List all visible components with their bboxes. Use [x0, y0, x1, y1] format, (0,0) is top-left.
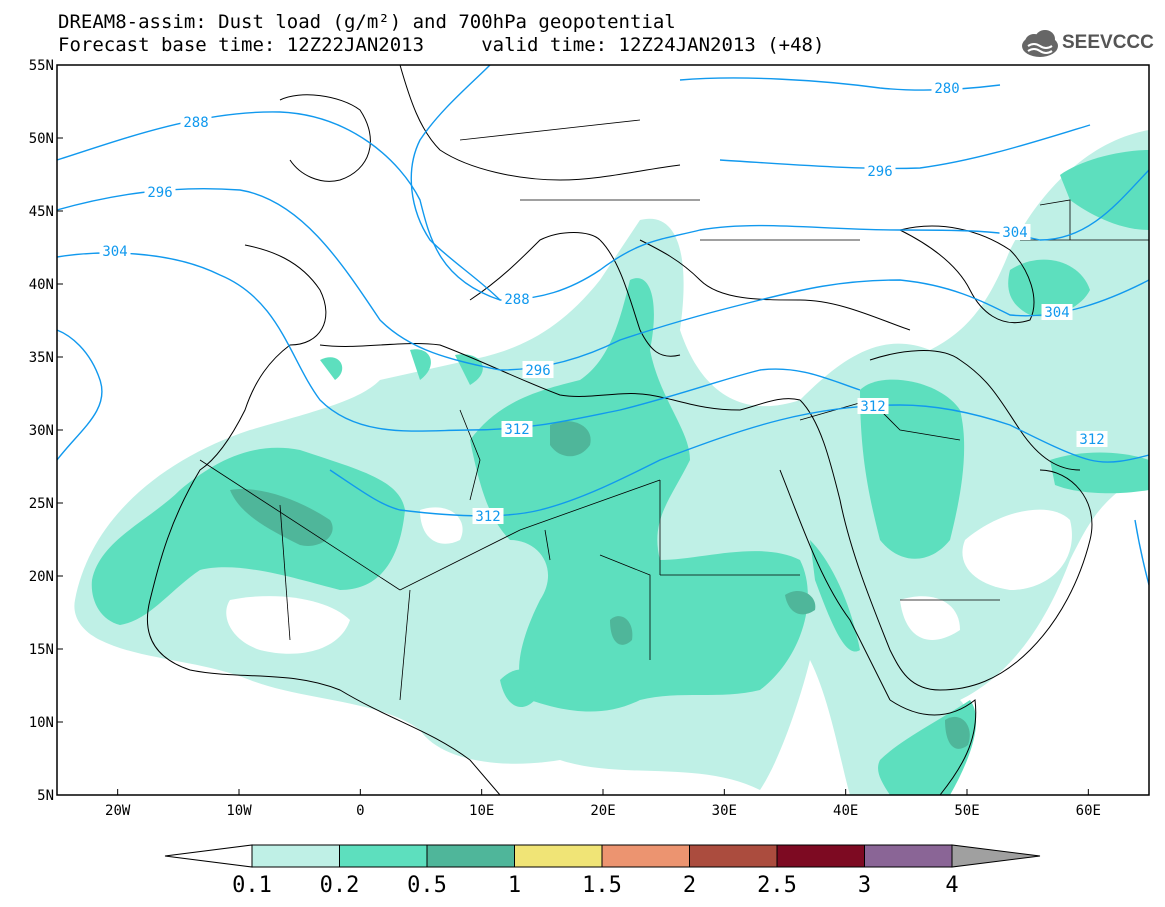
lon-label: 40E: [833, 803, 858, 819]
lon-label: 10E: [469, 803, 494, 819]
lat-label: 20N: [29, 569, 54, 585]
lat-label: 15N: [29, 642, 54, 658]
lat-label: 10N: [29, 715, 54, 731]
colorbar-low-arrow: [164, 844, 253, 868]
contour-label: 312: [860, 399, 885, 415]
contour-label: 296: [867, 164, 892, 180]
contour-label: 304: [102, 244, 127, 260]
colorbar-box: [339, 844, 428, 868]
contour-label-bg: [999, 224, 1031, 240]
lon-label: 30E: [712, 803, 737, 819]
colorbar-tick-label: 4: [945, 873, 958, 898]
logo-text: SEEVCCC: [1062, 32, 1154, 53]
lat-label: 55N: [29, 58, 54, 74]
lon-label: 0: [356, 803, 364, 819]
contour-label-bg: [144, 184, 176, 200]
contour-label: 304: [1002, 225, 1027, 241]
contour-label-bg: [472, 508, 504, 524]
colorbar-box: [864, 844, 953, 868]
lon-label: 60E: [1076, 803, 1101, 819]
contour-label-bg: [501, 291, 533, 307]
colorbar-tick-label: 2: [683, 873, 696, 898]
contour-label-bg: [857, 398, 889, 414]
colorbar-tick-label: 0.1: [232, 873, 272, 898]
colorbar-tick-label: 3: [858, 873, 871, 898]
colorbar-tick-label: 0.2: [320, 873, 360, 898]
map-subtitle: Forecast base time: 12Z22JAN2013 valid t…: [58, 34, 825, 56]
colorbar-box: [776, 844, 865, 868]
lat-label: 45N: [29, 204, 54, 220]
dust-region-dark: [230, 421, 970, 749]
dust-region-mid: [91, 150, 1149, 795]
contour-label-bg: [522, 362, 554, 378]
country-borders: [199, 119, 1149, 701]
contour-label-bg: [1076, 431, 1108, 447]
lat-axis: 55N 50N 45N 40N 35N 30N 25N 20N 15N 10N 5N: [29, 58, 63, 804]
contour-label-bg: [99, 243, 131, 259]
colorbar-box: [514, 844, 603, 868]
contour-label-bg: [1041, 304, 1073, 320]
colorbar-tick-label: 0.5: [407, 873, 447, 898]
map-title: DREAM8-assim: Dust load (g/m²) and 700hP…: [58, 11, 676, 33]
contour-label-bg: [501, 421, 533, 437]
lat-label: 5N: [37, 788, 54, 804]
cloud-icon: [1022, 30, 1058, 57]
contour-label: 296: [147, 185, 172, 201]
colorbar-tick-label: 1: [508, 873, 521, 898]
lon-label: 20E: [590, 803, 615, 819]
colorbar-high-arrow: [951, 844, 1041, 868]
lon-label: 10W: [226, 803, 252, 819]
contour-label: 280: [934, 81, 959, 97]
contour-label-bg: [180, 114, 212, 130]
contour-label: 296: [525, 363, 550, 379]
colorbar-tick-label: 1.5: [582, 873, 622, 898]
lat-label: 35N: [29, 350, 54, 366]
colorbar-box: [251, 844, 340, 868]
contour-label: 304: [1044, 305, 1069, 321]
lon-label: 50E: [954, 803, 979, 819]
lat-label: 25N: [29, 496, 54, 512]
colorbar-box: [426, 844, 515, 868]
colorbar-tick-label: 2.5: [757, 873, 797, 898]
contour-label-bg: [931, 80, 963, 96]
lat-label: 30N: [29, 423, 54, 439]
lat-label: 50N: [29, 131, 54, 147]
contour-labels: 2802882963043123202963043122882963123043…: [99, 80, 1108, 525]
contour-label: 312: [475, 509, 500, 525]
lat-label: 40N: [29, 277, 54, 293]
contour-label: 312: [504, 422, 529, 438]
contour-label: 312: [1079, 432, 1104, 448]
colorbar-box: [601, 844, 690, 868]
colorbar-box: [689, 844, 778, 868]
contour-label-bg: [864, 163, 896, 179]
lon-axis: 20W 10W 0 10E 20E 30E 40E 50E 60E: [105, 789, 1101, 819]
contour-label: 288: [183, 115, 208, 131]
contour-label: 288: [504, 292, 529, 308]
lon-label: 20W: [105, 803, 131, 819]
